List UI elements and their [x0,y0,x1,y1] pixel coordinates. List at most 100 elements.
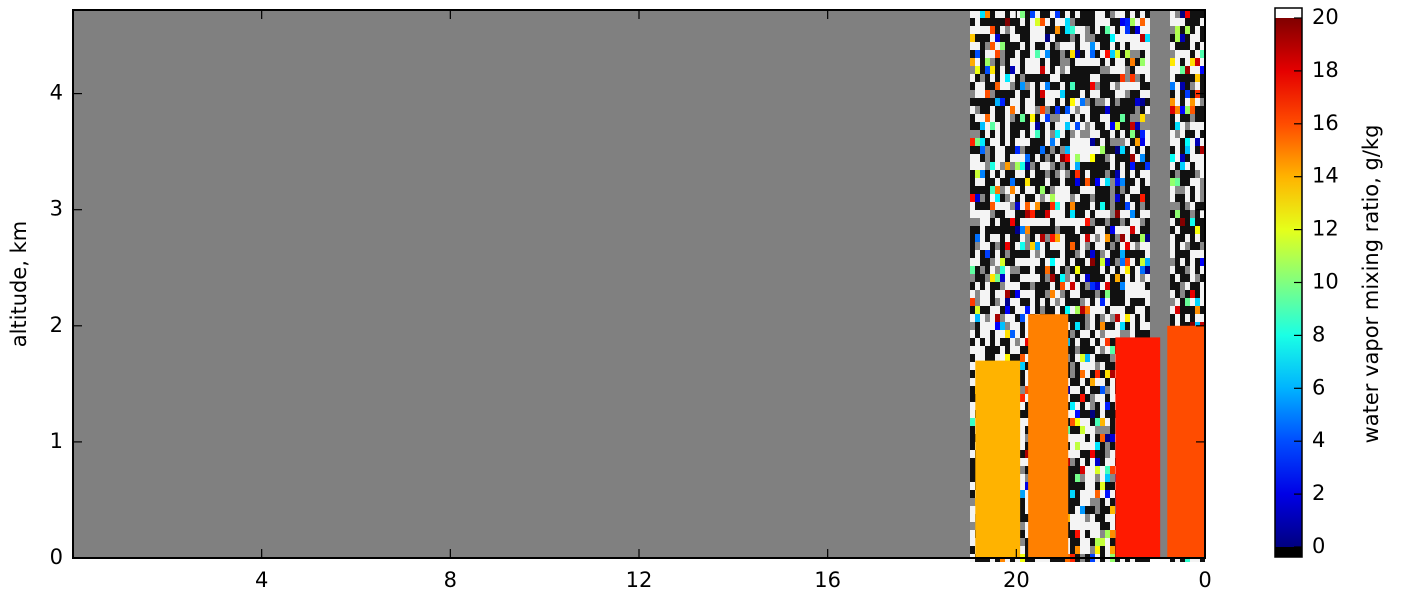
noise-cell [1070,26,1075,34]
noise-cell [1030,194,1035,202]
noise-cell [1130,274,1135,282]
noise-cell [970,546,975,554]
noise-cell [1025,162,1030,170]
noise-cell [1170,282,1175,290]
noise-cell [995,42,1000,50]
noise-cell [1070,242,1075,250]
noise-cell [1085,474,1090,482]
noise-cell [1095,178,1100,186]
noise-cell [1105,154,1110,162]
noise-cell [970,170,975,178]
noise-cell [1070,410,1075,418]
noise-cell [980,338,985,346]
noise-cell [1090,394,1095,402]
noise-cell [985,90,990,98]
noise-cell [1095,442,1100,450]
noise-cell [980,202,985,210]
noise-cell [1085,162,1090,170]
noise-cell [1185,98,1190,106]
noise-cell [1195,154,1200,162]
noise-cell [1025,402,1030,410]
noise-cell [1140,218,1145,226]
noise-cell [1090,378,1095,386]
noise-cell [1100,298,1105,306]
noise-cell [1115,170,1120,178]
noise-cell [1095,202,1100,210]
y-tick-label: 3 [50,197,63,221]
noise-cell [1000,146,1005,154]
noise-cell [1110,242,1115,250]
noise-cell [1015,306,1020,314]
noise-cell [985,154,990,162]
noise-cell [1100,442,1105,450]
noise-cell [990,130,995,138]
noise-cell [1090,498,1095,506]
noise-cell [1130,202,1135,210]
noise-cell [1190,26,1195,34]
noise-cell [1175,154,1180,162]
noise-cell [1010,338,1015,346]
noise-cell [1025,434,1030,442]
noise-cell [1025,386,1030,394]
noise-cell [1020,482,1025,490]
noise-cell [1145,98,1150,106]
noise-cell [1130,82,1135,90]
noise-cell [1200,314,1205,322]
noise-cell [1175,194,1180,202]
noise-cell [1070,178,1075,186]
colorbar-over [1275,8,1302,18]
noise-cell [1070,234,1075,242]
noise-cell [1135,306,1140,314]
noise-cell [1140,258,1145,266]
noise-cell [1195,242,1200,250]
noise-cell [1175,226,1180,234]
noise-cell [1190,266,1195,274]
noise-cell [1190,10,1195,18]
noise-cell [1060,282,1065,290]
noise-cell [1085,258,1090,266]
noise-cell [1100,274,1105,282]
noise-cell [970,82,975,90]
noise-cell [1055,114,1060,122]
noise-cell [1145,10,1150,18]
noise-cell [995,218,1000,226]
noise-cell [1085,10,1090,18]
noise-cell [1060,210,1065,218]
noise-cell [1005,274,1010,282]
noise-cell [1070,442,1075,450]
noise-cell [1040,146,1045,154]
noise-cell [1035,210,1040,218]
noise-cell [1080,258,1085,266]
noise-cell [1095,426,1100,434]
noise-cell [1115,298,1120,306]
noise-cell [1110,546,1115,554]
noise-cell [995,194,1000,202]
noise-cell [1030,258,1035,266]
noise-cell [1010,58,1015,66]
noise-cell [1170,218,1175,226]
noise-cell [1065,298,1070,306]
noise-cell [1170,106,1175,114]
noise-cell [1170,274,1175,282]
colorbar-tick-label: 18 [1312,58,1339,82]
noise-cell [1065,34,1070,42]
noise-cell [1070,250,1075,258]
noise-cell [990,298,995,306]
noise-cell [1060,122,1065,130]
noise-cell [1120,298,1125,306]
noise-cell [1095,10,1100,18]
noise-cell [985,170,990,178]
noise-cell [1030,66,1035,74]
noise-cell [1020,218,1025,226]
noise-cell [1070,114,1075,122]
noise-cell [1085,346,1090,354]
noise-cell [1120,282,1125,290]
noise-cell [1195,314,1200,322]
noise-cell [1020,10,1025,18]
noise-cell [1085,338,1090,346]
noise-cell [1030,98,1035,106]
noise-cell [995,242,1000,250]
noise-cell [1200,210,1205,218]
noise-cell [1010,346,1015,354]
